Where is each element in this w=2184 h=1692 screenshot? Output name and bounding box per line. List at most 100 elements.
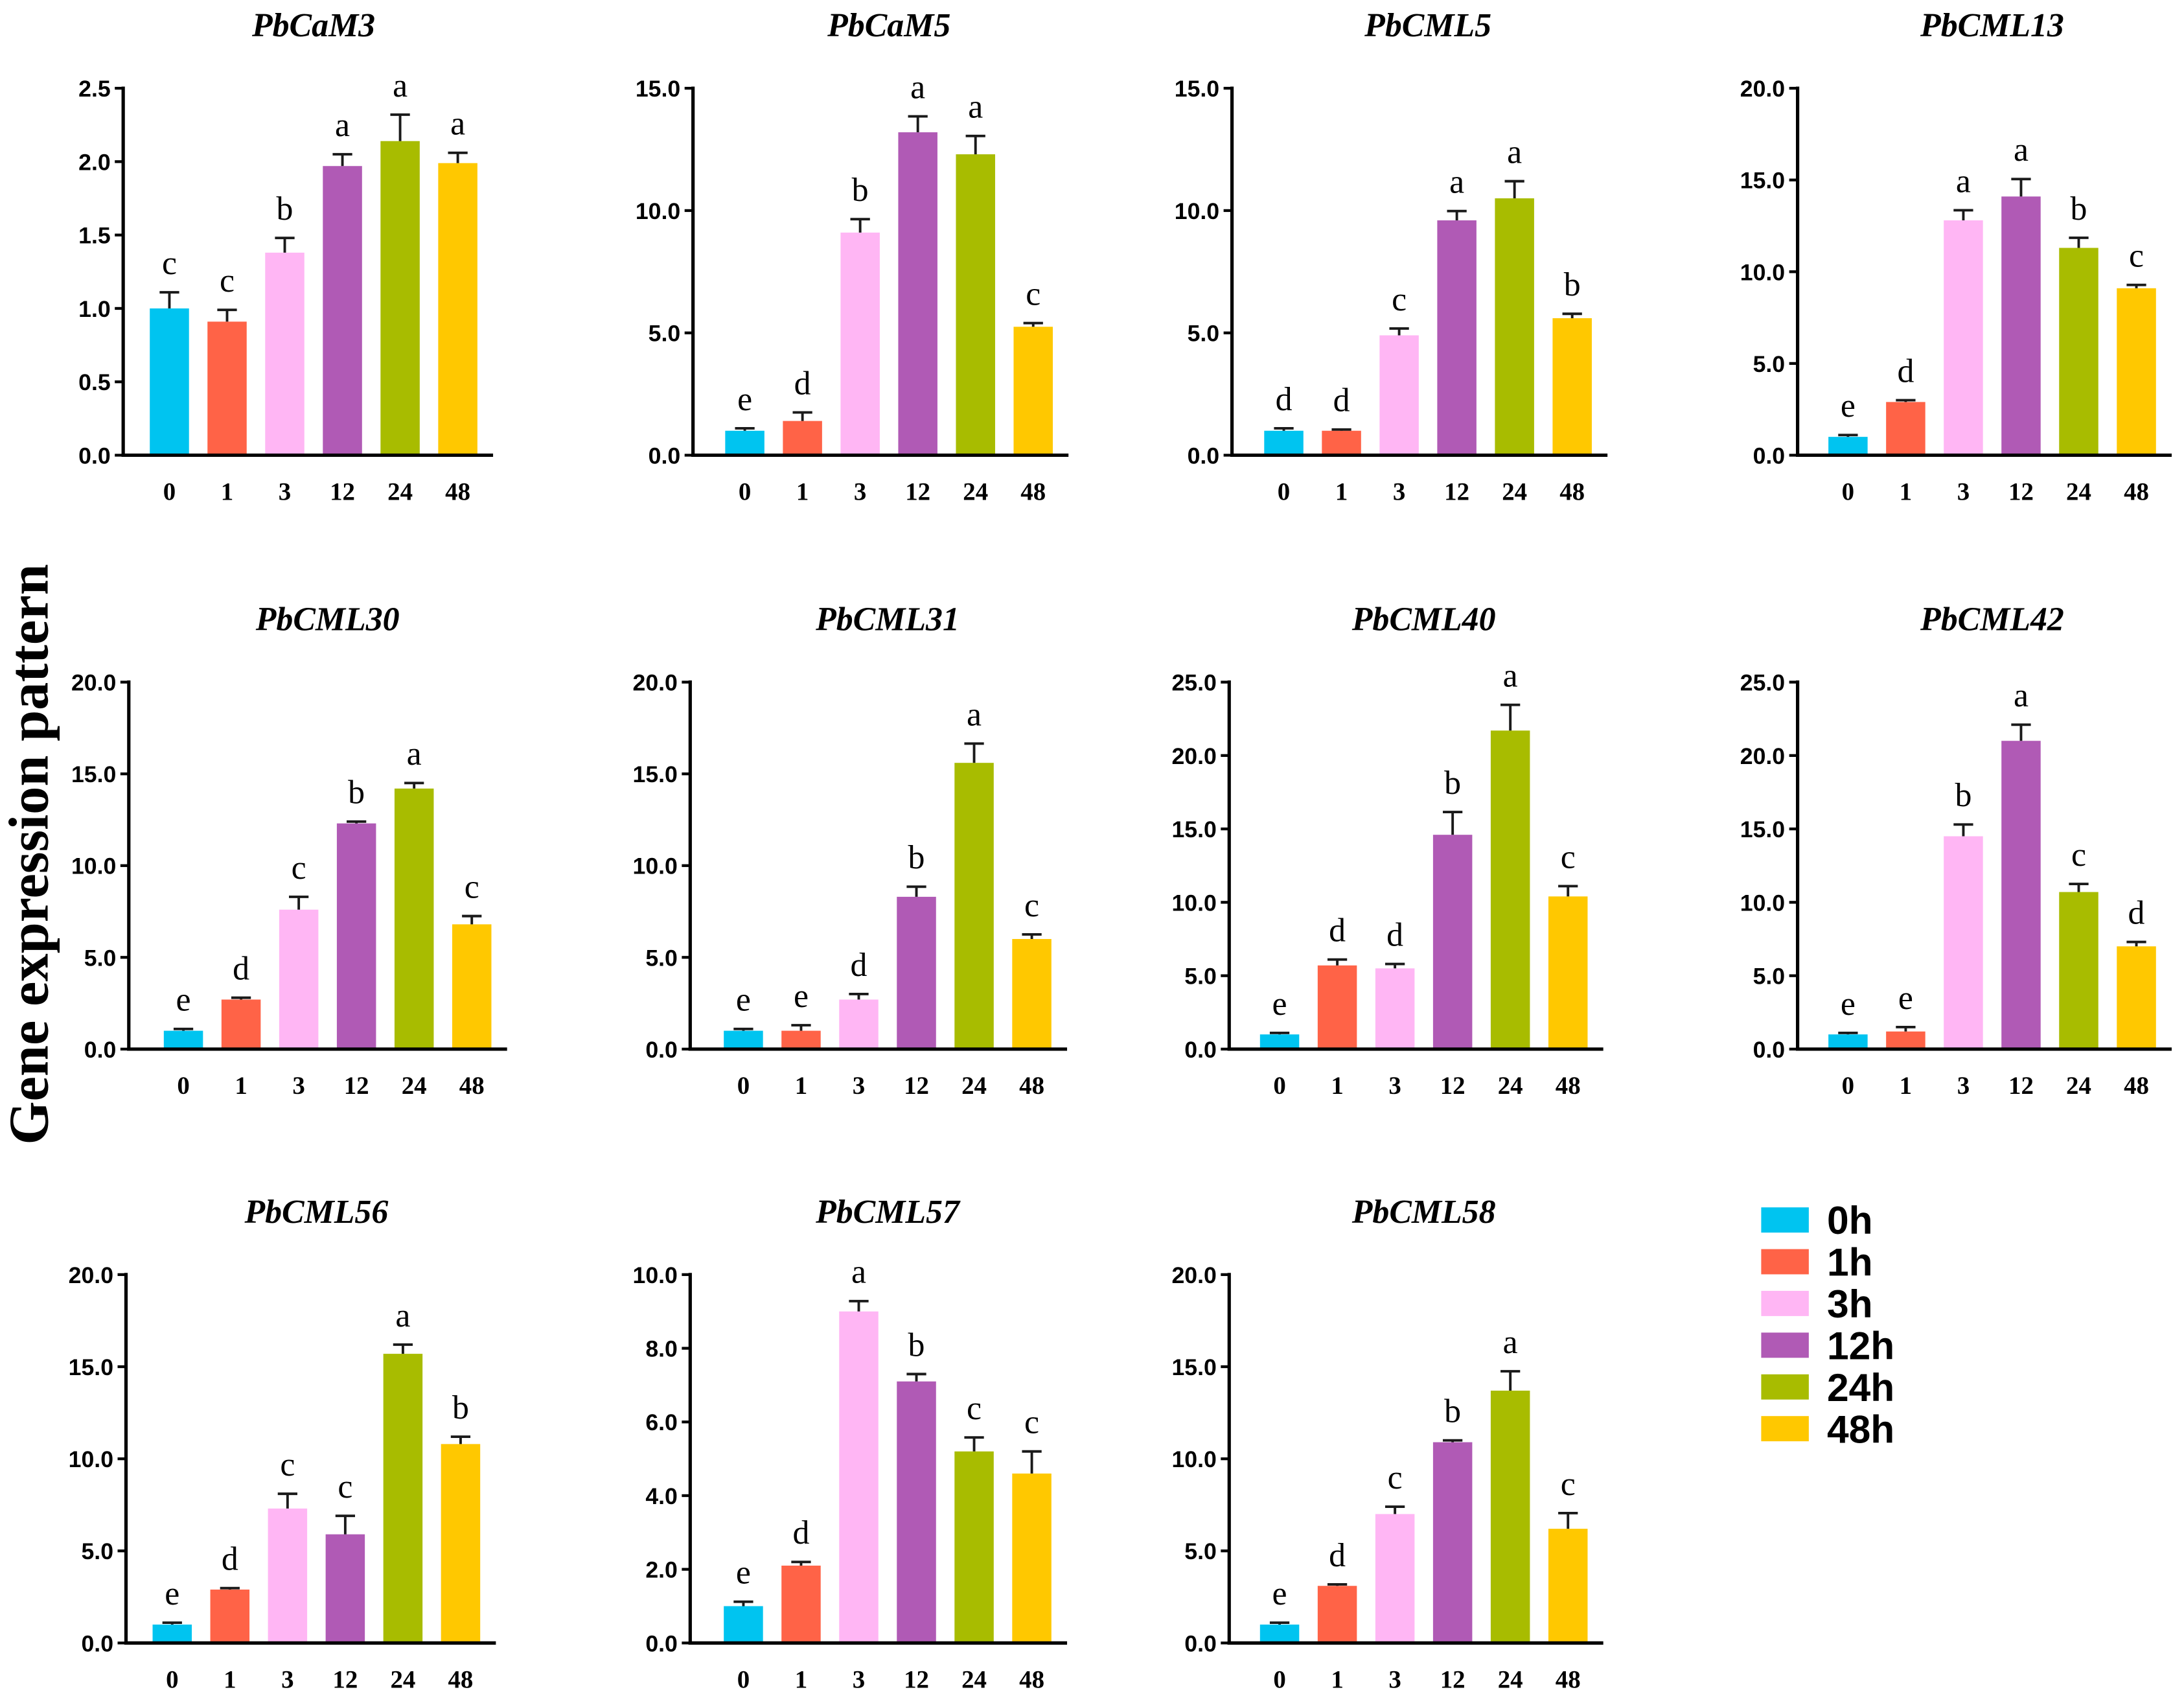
bar-48h bbox=[2117, 946, 2156, 1049]
significance-letter: b bbox=[908, 839, 925, 876]
significance-letter: a bbox=[910, 69, 925, 106]
chart-title: PbCaM3 bbox=[251, 7, 375, 44]
y-tick-label: 2.0 bbox=[645, 1557, 678, 1583]
chart-panel-pbcml58: PbCML58 e 0 d 1 c 3 b 12 a 24 c 48 0.0 5.0 10.0 15.0 20.0 bbox=[1171, 1194, 1604, 1692]
bar-3h bbox=[265, 252, 305, 456]
bar-0h bbox=[724, 1606, 763, 1643]
bar-1h bbox=[781, 1030, 821, 1049]
error-bar bbox=[2011, 178, 2031, 197]
bar-3h bbox=[839, 999, 879, 1049]
error-bar bbox=[217, 308, 237, 322]
significance-letter: d bbox=[851, 947, 868, 984]
x-tick-label: 0 bbox=[1842, 478, 1854, 506]
x-tick-label: 48 bbox=[448, 1666, 473, 1692]
significance-letter: b bbox=[348, 774, 365, 811]
significance-letter: c bbox=[2071, 837, 2086, 874]
x-tick-label: 48 bbox=[2124, 478, 2149, 506]
significance-letter: d bbox=[1897, 353, 1914, 389]
bar-12h bbox=[336, 823, 376, 1049]
x-tick-label: 48 bbox=[1019, 1072, 1044, 1100]
significance-letter: a bbox=[1507, 134, 1522, 171]
y-tick-label: 5.0 bbox=[1184, 1538, 1217, 1564]
y-tick-label: 10.0 bbox=[1171, 890, 1216, 916]
significance-letter: a bbox=[968, 89, 983, 126]
y-tick-label: 15.0 bbox=[633, 761, 678, 787]
y-tick-label: 10.0 bbox=[1171, 1446, 1216, 1472]
x-tick-label: 24 bbox=[2066, 1072, 2091, 1100]
error-bar bbox=[849, 1299, 869, 1312]
x-tick-label: 3 bbox=[853, 1072, 865, 1100]
chart-title: PbCaM5 bbox=[827, 7, 950, 44]
error-bar bbox=[448, 151, 468, 163]
error-bar bbox=[1953, 209, 1973, 221]
bar-12h bbox=[323, 166, 362, 456]
y-tick-label: 8.0 bbox=[645, 1336, 678, 1362]
bar-1h bbox=[210, 1589, 250, 1643]
significance-letter: d bbox=[233, 951, 249, 988]
legend-label: 12h bbox=[1827, 1323, 1894, 1367]
error-bar bbox=[1838, 1032, 1858, 1035]
bar-48h bbox=[452, 924, 492, 1049]
error-bar bbox=[335, 1514, 356, 1535]
y-tick-label: 0.0 bbox=[1184, 1630, 1217, 1656]
x-tick-label: 48 bbox=[2124, 1072, 2149, 1100]
x-tick-label: 24 bbox=[402, 1072, 427, 1100]
significance-letter: e bbox=[736, 982, 751, 1019]
x-tick-label: 1 bbox=[795, 1072, 807, 1100]
bar-24h bbox=[2059, 892, 2098, 1049]
chart-title: PbCML57 bbox=[815, 1194, 961, 1231]
bar-24h bbox=[383, 1354, 423, 1643]
x-tick-label: 3 bbox=[281, 1666, 293, 1692]
x-tick-label: 3 bbox=[292, 1072, 305, 1100]
significance-letter: e bbox=[794, 978, 809, 1015]
significance-letter: b bbox=[1444, 765, 1461, 802]
bar-12h bbox=[1432, 1442, 1473, 1643]
y-tick-label: 5.0 bbox=[81, 1538, 113, 1564]
y-tick-label: 0.0 bbox=[1753, 1037, 1786, 1063]
bar-3h bbox=[1379, 335, 1419, 456]
significance-letter: c bbox=[1561, 839, 1576, 875]
significance-letter: e bbox=[1272, 986, 1287, 1023]
chart-panel-pbcml31: PbCML31 e 0 e 1 d 3 b 12 a 24 c 48 0.0 5.0 10.0 15.0 20.0 bbox=[633, 601, 1068, 1100]
significance-letter: d bbox=[2128, 894, 2145, 931]
x-tick-label: 12 bbox=[2008, 1072, 2034, 1100]
significance-letter: a bbox=[1449, 164, 1464, 201]
significance-letter: b bbox=[452, 1389, 469, 1426]
x-tick-label: 12 bbox=[1444, 478, 1469, 506]
y-tick-label: 0.0 bbox=[78, 443, 111, 469]
error-bar bbox=[791, 1560, 811, 1566]
chart-panel-pbcml42: PbCML42 e 0 e 1 b 3 a 12 c 24 d 48 0.0 5.0 10.0 15.0 20.0… bbox=[1740, 601, 2172, 1100]
y-tick-label: 1.0 bbox=[78, 296, 111, 322]
significance-letter: b bbox=[2071, 191, 2087, 227]
bar-48h bbox=[2117, 288, 2156, 456]
y-tick-label: 5.0 bbox=[1188, 321, 1220, 347]
bar-24h bbox=[954, 1451, 994, 1643]
x-tick-label: 0 bbox=[1273, 1666, 1285, 1692]
error-bar bbox=[1558, 1512, 1578, 1529]
significance-letter: b bbox=[852, 172, 869, 209]
x-tick-label: 48 bbox=[1556, 1666, 1581, 1692]
x-tick-label: 3 bbox=[853, 1666, 865, 1692]
y-tick-label: 0.0 bbox=[1184, 1037, 1217, 1063]
error-bar bbox=[450, 1435, 471, 1444]
significance-letter: d bbox=[222, 1541, 238, 1578]
error-bar bbox=[1274, 426, 1294, 431]
x-tick-label: 12 bbox=[332, 1666, 358, 1692]
significance-letter: b bbox=[908, 1327, 925, 1363]
significance-letter: c bbox=[220, 262, 235, 299]
significance-letter: c bbox=[1024, 1404, 1039, 1441]
x-tick-label: 1 bbox=[224, 1666, 236, 1692]
error-bar bbox=[220, 1586, 240, 1590]
bar-1h bbox=[1886, 1031, 1925, 1049]
x-tick-label: 1 bbox=[796, 478, 809, 506]
error-bar bbox=[1269, 1032, 1290, 1035]
y-tick-label: 20.0 bbox=[1740, 76, 1785, 102]
significance-letter: a bbox=[1503, 658, 1518, 695]
x-tick-label: 3 bbox=[279, 478, 291, 506]
error-bar bbox=[1443, 811, 1463, 835]
bar-24h bbox=[954, 763, 994, 1049]
x-tick-label: 0 bbox=[166, 1666, 178, 1692]
x-tick-label: 1 bbox=[1900, 1072, 1912, 1100]
x-tick-label: 1 bbox=[1331, 1072, 1343, 1100]
